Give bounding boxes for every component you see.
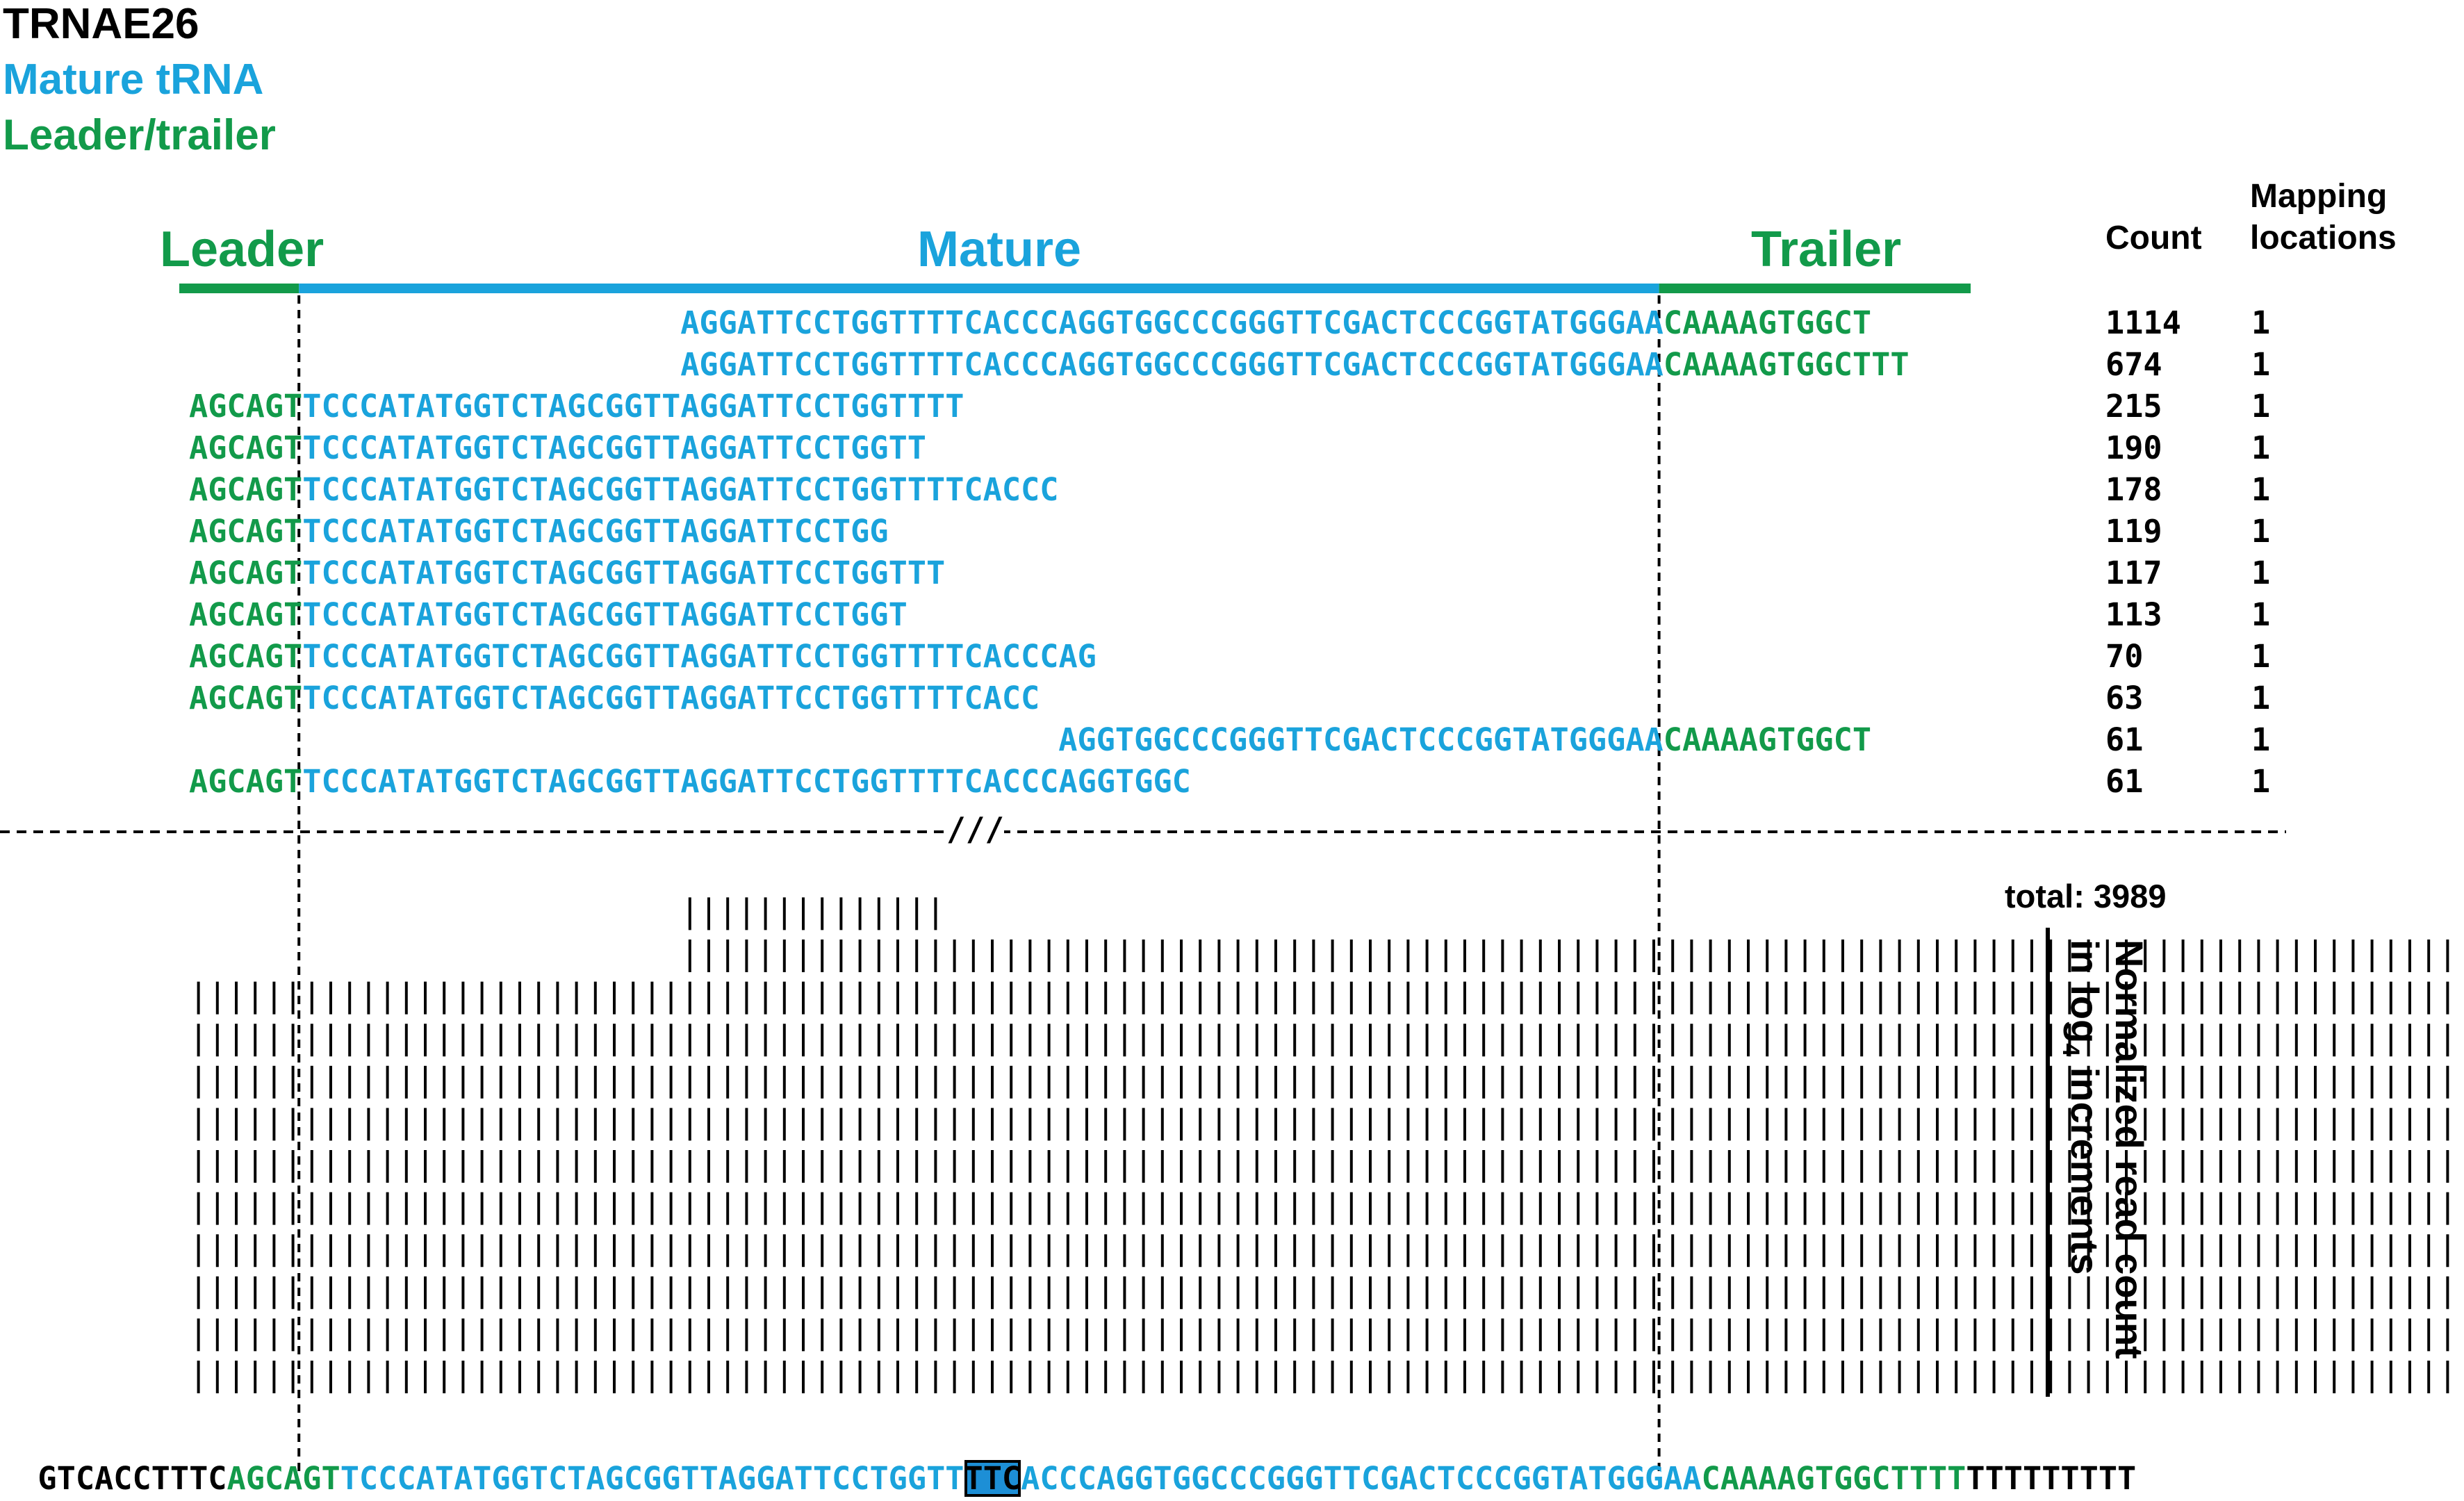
read-mapping-locations: 1	[2251, 471, 2271, 508]
reference-downstream: TTTTTTTTT	[1966, 1460, 2137, 1497]
read-count: 117	[2105, 555, 2162, 591]
anticodon-highlight: TTC	[964, 1460, 1021, 1497]
read-row: AGCAGTTCCCATATGGTCTAGCGGTTAGGATTCCTGGTTT…	[189, 761, 1191, 803]
axis-label-normalized-read-count: Normalized read count in log4 increments	[2048, 940, 2151, 1391]
read-count: 113	[2105, 596, 2162, 633]
legend-leader-trailer: Leader/trailer	[3, 111, 276, 159]
read-row: AGCAGTTCCCATATGGTCTAGCGGTTAGGATTCCTGGTT	[189, 427, 926, 469]
axis-label-line1: Normalized read count	[2108, 940, 2151, 1359]
read-count: 61	[2105, 763, 2144, 800]
read-mapping-locations: 1	[2251, 638, 2271, 675]
read-row: AGCAGTTCCCATATGGTCTAGCGGTTAGGATTCCTGGTTT…	[189, 386, 964, 427]
total-count-label: total: 3989	[2005, 878, 2167, 914]
read-leader-part: AGCAGT	[189, 555, 303, 591]
read-count: 119	[2105, 513, 2162, 550]
read-count: 178	[2105, 471, 2162, 508]
read-leader-part: AGCAGT	[189, 638, 303, 675]
segment-label-leader: Leader	[160, 222, 325, 277]
read-row: AGCAGTTCCCATATGGTCTAGCGGTTAGGATTCCTGGTTT	[189, 552, 945, 594]
read-mapping-locations: 1	[2251, 388, 2271, 425]
read-mature-part: TCCCATATGGTCTAGCGGTTAGGATTCCTGGTTTTCACCC	[302, 471, 1059, 508]
read-row: AGCAGTTCCCATATGGTCTAGCGGTTAGGATTCCTGGT	[189, 594, 907, 636]
read-count: 61	[2105, 721, 2144, 758]
axis-label-log-base: 4	[2057, 1043, 2084, 1057]
read-mature-part: TCCCATATGGTCTAGCGGTTAGGATTCCTGGT	[302, 596, 907, 633]
read-mapping-locations: 1	[2251, 513, 2271, 550]
read-mapping-locations: 1	[2251, 429, 2271, 466]
read-mature-part: TCCCATATGGTCTAGCGGTTAGGATTCCTGGTTT	[302, 555, 946, 591]
read-mature-part: TCCCATATGGTCTAGCGGTTAGGATTCCTGGTTTTCACCC…	[302, 763, 1191, 800]
reference-mature-5prime: TCCCATATGGTCTAGCGGTTAGGATTCCTGGTT	[340, 1460, 964, 1497]
header-mapping: Mapping	[2250, 178, 2388, 215]
read-mapping-locations: 1	[2251, 346, 2271, 383]
break-mark: ///	[946, 808, 1005, 850]
reference-mature-3prime: ACCCAGGTGGCCCGGGTTCGACTCCCGGTATGGGAA	[1021, 1460, 1702, 1497]
header-count: Count	[2105, 220, 2202, 256]
read-row: AGCAGTTCCCATATGGTCTAGCGGTTAGGATTCCTGG	[189, 511, 889, 552]
read-row: AGGATTCCTGGTTTTCACCCAGGTGGCCCGGGTTCGACTC…	[680, 344, 1909, 386]
read-mapping-locations: 1	[2251, 304, 2271, 341]
reference-leader: AGCAGT	[227, 1460, 340, 1497]
gene-title: TRNAE26	[3, 0, 199, 48]
read-mapping-locations: 1	[2251, 721, 2271, 758]
read-row: AGGTGGCCCGGGTTCGACTCCCGGTATGGGAACAAAAGTG…	[1058, 719, 1871, 761]
reference-upstream: GTCACCTTTC	[38, 1460, 227, 1497]
read-row: AGCAGTTCCCATATGGTCTAGCGGTTAGGATTCCTGGTTT…	[189, 678, 1040, 719]
read-leader-part: AGCAGT	[189, 763, 303, 800]
read-count: 674	[2105, 346, 2162, 383]
read-count: 190	[2105, 429, 2162, 466]
read-mature-part: AGGATTCCTGGTTTTCACCCAGGTGGCCCGGGTTCGACTC…	[680, 346, 1664, 383]
read-mature-part: TCCCATATGGTCTAGCGGTTAGGATTCCTGGTTTTCACC	[302, 680, 1040, 716]
read-mature-part: AGGTGGCCCGGGTTCGACTCCCGGTATGGGAA	[1058, 721, 1664, 758]
read-leader-part: AGCAGT	[189, 596, 303, 633]
segment-label-mature: Mature	[917, 222, 1082, 277]
read-row: AGCAGTTCCCATATGGTCTAGCGGTTAGGATTCCTGGTTT…	[189, 469, 1058, 511]
read-count: 70	[2105, 638, 2144, 675]
read-leader-part: AGCAGT	[189, 680, 303, 716]
reference-trailer: CAAAAGTGGCTTTT	[1701, 1460, 1966, 1497]
read-mature-part: TCCCATATGGTCTAGCGGTTAGGATTCCTGGTT	[302, 429, 927, 466]
reference-sequence: GTCACCTTTCAGCAGTTCCCATATGGTCTAGCGGTTAGGA…	[0, 1412, 2136, 1501]
read-mature-part: TCCCATATGGTCTAGCGGTTAGGATTCCTGGTTTT	[302, 388, 964, 425]
read-leader-part: AGCAGT	[189, 513, 303, 550]
read-row: AGCAGTTCCCATATGGTCTAGCGGTTAGGATTCCTGGTTT…	[189, 636, 1097, 678]
read-trailer-part: CAAAAGTGGCT	[1663, 304, 1872, 341]
read-leader-part: AGCAGT	[189, 388, 303, 425]
read-mapping-locations: 1	[2251, 596, 2271, 633]
read-count: 1114	[2105, 304, 2181, 341]
read-mapping-locations: 1	[2251, 680, 2271, 716]
read-mapping-locations: 1	[2251, 555, 2271, 591]
read-mature-part: AGGATTCCTGGTTTTCACCCAGGTGGCCCGGGTTCGACTC…	[680, 304, 1664, 341]
read-count: 63	[2105, 680, 2144, 716]
read-trailer-part: CAAAAGTGGCT	[1663, 721, 1872, 758]
read-count: 215	[2105, 388, 2162, 425]
legend-mature-trna: Mature tRNA	[3, 56, 264, 104]
header-locations: locations	[2250, 220, 2397, 256]
read-mature-part: TCCCATATGGTCTAGCGGTTAGGATTCCTGGTTTTCACCC…	[302, 638, 1097, 675]
read-leader-part: AGCAGT	[189, 429, 303, 466]
read-mapping-locations: 1	[2251, 763, 2271, 800]
segment-label-trailer: Trailer	[1751, 222, 1902, 277]
read-trailer-part: CAAAAGTGGCTTT	[1663, 346, 1909, 383]
read-mature-part: TCCCATATGGTCTAGCGGTTAGGATTCCTGG	[302, 513, 889, 550]
axis-label-line2: in log4 increments	[2057, 940, 2107, 1275]
read-leader-part: AGCAGT	[189, 471, 303, 508]
read-row: AGGATTCCTGGTTTTCACCCAGGTGGCCCGGGTTCGACTC…	[680, 302, 1871, 344]
